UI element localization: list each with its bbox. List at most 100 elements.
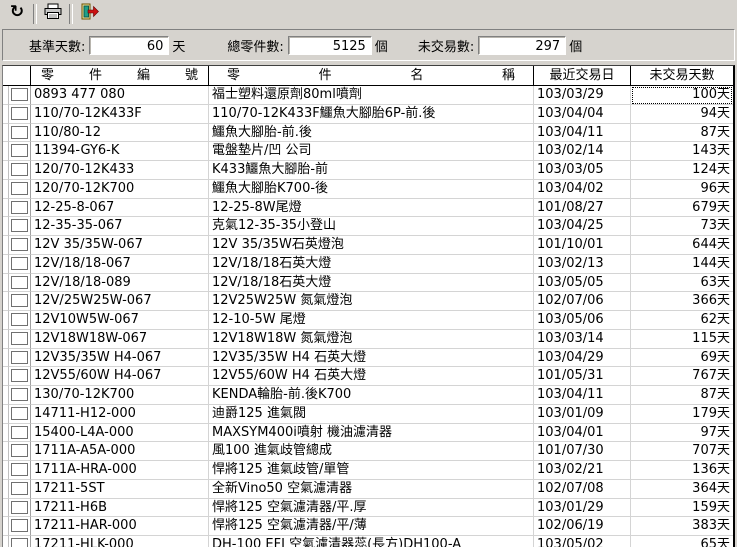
cell-part-no[interactable]: 12V55/60W H4-067 <box>31 367 209 386</box>
cell-part-no[interactable]: 1711A-A5A-000 <box>31 442 209 461</box>
row-selector[interactable] <box>9 404 31 424</box>
cell-days[interactable]: 159天 <box>631 499 733 518</box>
cell-part-name[interactable]: 福士塑料還原劑80ml噴劑 <box>209 86 534 105</box>
cell-part-no[interactable]: 17211-H6B <box>31 498 209 518</box>
cell-part-no[interactable]: 12V10W5W-067 <box>31 311 209 330</box>
cell-last-date[interactable]: 101/08/27 <box>534 198 631 218</box>
cell-part-name[interactable]: 12V35/35W H4 石英大燈 <box>209 348 534 368</box>
cell-part-no[interactable]: 12V/18/18-089 <box>31 273 209 293</box>
cell-part-name[interactable]: 12V25W25W 氮氣燈泡 <box>209 292 534 311</box>
cell-days[interactable]: 366天 <box>631 292 733 311</box>
cell-days[interactable]: 87天 <box>631 124 733 143</box>
cell-days[interactable]: 69天 <box>631 349 733 368</box>
cell-part-no[interactable]: 12V/18/18-067 <box>31 254 209 274</box>
cell-last-date[interactable]: 103/04/11 <box>534 123 631 143</box>
row-selector[interactable] <box>9 461 31 480</box>
cell-part-no[interactable]: 11394-GY6-K <box>31 142 209 161</box>
cell-part-name[interactable]: 悍將125 空氣濾清器/平.厚 <box>209 498 534 518</box>
cell-days[interactable]: 364天 <box>631 480 733 499</box>
cell-last-date[interactable]: 101/07/30 <box>534 442 631 461</box>
row-selector[interactable] <box>9 86 31 105</box>
cell-days[interactable]: 96天 <box>631 180 733 199</box>
cell-days[interactable]: 143天 <box>631 142 733 161</box>
cell-part-name[interactable]: 12V18W18W 氮氣燈泡 <box>209 329 534 349</box>
cell-days[interactable]: 136天 <box>631 461 733 480</box>
cell-last-date[interactable]: 103/05/02 <box>534 536 631 547</box>
cell-days[interactable]: 63天 <box>631 274 733 293</box>
row-selector[interactable] <box>9 348 31 368</box>
cell-last-date[interactable]: 103/03/05 <box>534 161 631 180</box>
cell-days[interactable]: 97天 <box>631 424 733 443</box>
cell-part-name[interactable]: 風100 進氣歧管總成 <box>209 442 534 461</box>
cell-part-no[interactable]: 120/70-12K433 <box>31 161 209 180</box>
cell-part-no[interactable]: 14711-H12-000 <box>31 404 209 424</box>
cell-part-name[interactable]: 12V 35/35W石英燈泡 <box>209 236 534 255</box>
row-selector[interactable] <box>9 442 31 461</box>
cell-days[interactable]: 644天 <box>631 236 733 255</box>
cell-days[interactable]: 144天 <box>631 255 733 274</box>
row-selector[interactable] <box>9 161 31 180</box>
cell-part-no[interactable]: 110/80-12 <box>31 123 209 143</box>
row-selector[interactable] <box>9 179 31 199</box>
cell-part-name[interactable]: 悍將125 進氣歧管/單管 <box>209 461 534 480</box>
cell-part-name[interactable]: MAXSYM400i噴射 機油濾清器 <box>209 423 534 443</box>
row-selector[interactable] <box>9 254 31 274</box>
header-part-no[interactable]: 零 件 編 號 <box>31 66 209 86</box>
cell-part-no[interactable]: 1711A-HRA-000 <box>31 461 209 480</box>
cell-part-no[interactable]: 130/70-12K700 <box>31 386 209 405</box>
cell-part-name[interactable]: 鱷魚大腳胎-前.後 <box>209 123 534 143</box>
row-selector[interactable] <box>9 142 31 161</box>
cell-last-date[interactable]: 103/04/04 <box>534 104 631 124</box>
cell-days[interactable]: 87天 <box>631 386 733 405</box>
cell-last-date[interactable]: 103/05/06 <box>534 311 631 330</box>
cell-days[interactable]: 767天 <box>631 367 733 386</box>
row-selector[interactable] <box>9 198 31 218</box>
cell-part-no[interactable]: 110/70-12K433F <box>31 104 209 124</box>
cell-last-date[interactable]: 103/04/11 <box>534 386 631 405</box>
cell-part-no[interactable]: 12V35/35W H4-067 <box>31 348 209 368</box>
cell-part-name[interactable]: 悍將125 空氣濾清器/平/薄 <box>209 517 534 536</box>
cell-part-name[interactable]: 110/70-12K433F鱷魚大腳胎6P-前.後 <box>209 104 534 124</box>
cell-days[interactable]: 679天 <box>631 199 733 218</box>
cell-days[interactable]: 383天 <box>631 517 733 536</box>
row-selector[interactable] <box>9 236 31 255</box>
cell-last-date[interactable]: 102/07/08 <box>534 479 631 499</box>
cell-part-name[interactable]: 12-10-5W 尾燈 <box>209 311 534 330</box>
cell-days[interactable]: 124天 <box>631 161 733 180</box>
cell-part-name[interactable]: 全新Vino50 空氣濾清器 <box>209 479 534 499</box>
cell-part-no[interactable]: 12V18W18W-067 <box>31 329 209 349</box>
cell-last-date[interactable]: 103/01/29 <box>534 498 631 518</box>
row-selector[interactable] <box>9 329 31 349</box>
cell-part-no[interactable]: 12V/25W25W-067 <box>31 292 209 311</box>
cell-part-name[interactable]: 迪爵125 進氣閥 <box>209 404 534 424</box>
exit-button[interactable] <box>76 2 102 26</box>
cell-part-no[interactable]: 17211-HLK-000 <box>31 536 209 547</box>
cell-days[interactable]: 94天 <box>631 105 733 124</box>
cell-days[interactable]: 62天 <box>631 311 733 330</box>
cell-part-no[interactable]: 0893 477 080 <box>31 86 209 105</box>
header-last-date[interactable]: 最近交易日 <box>534 66 631 86</box>
cell-part-no[interactable]: 12V 35/35W-067 <box>31 236 209 255</box>
row-selector[interactable] <box>9 517 31 536</box>
cell-days[interactable]: 115天 <box>631 330 733 349</box>
cell-part-no[interactable]: 15400-L4A-000 <box>31 423 209 443</box>
row-selector[interactable] <box>9 123 31 143</box>
cell-days[interactable]: 707天 <box>631 442 733 461</box>
header-days[interactable]: 未交易天數 <box>631 66 733 86</box>
cell-last-date[interactable]: 103/05/05 <box>534 273 631 293</box>
cell-last-date[interactable]: 103/02/13 <box>534 254 631 274</box>
cell-last-date[interactable]: 103/03/29 <box>534 86 631 105</box>
row-selector[interactable] <box>9 536 31 547</box>
cell-part-name[interactable]: 克氣12-35-35小登山 <box>209 217 534 236</box>
row-selector[interactable] <box>9 217 31 236</box>
cell-part-no[interactable]: 120/70-12K700 <box>31 179 209 199</box>
cell-part-name[interactable]: DH-100 EFI 空氣濾清器蕊(長方)DH100-A <box>209 536 534 547</box>
cell-last-date[interactable]: 103/03/14 <box>534 329 631 349</box>
cell-days[interactable]: 65天 <box>631 536 733 547</box>
cell-part-name[interactable]: 電盤墊片/凹 公司 <box>209 142 534 161</box>
cell-last-date[interactable]: 103/01/09 <box>534 404 631 424</box>
cell-part-name[interactable]: K433鱷魚大腳胎-前 <box>209 161 534 180</box>
cell-last-date[interactable]: 103/04/02 <box>534 179 631 199</box>
cell-part-name[interactable]: 12-25-8W尾燈 <box>209 198 534 218</box>
cell-days[interactable]: 179天 <box>631 405 733 424</box>
